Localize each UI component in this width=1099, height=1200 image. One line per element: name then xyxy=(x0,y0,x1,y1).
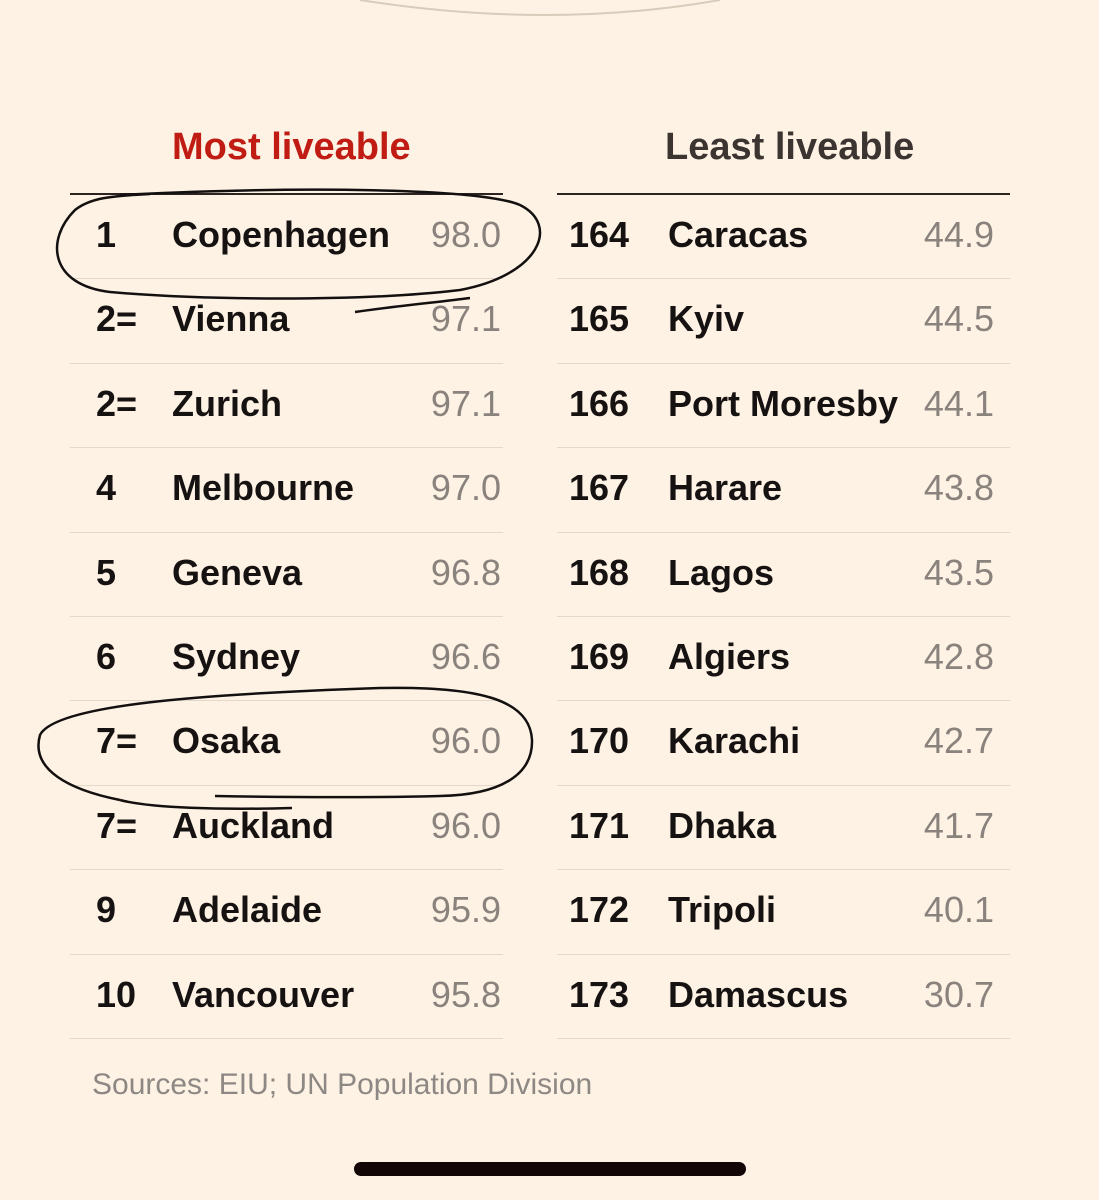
score-cell: 43.8 xyxy=(923,467,994,509)
city-cell: Karachi xyxy=(668,720,801,762)
city-cell: Tripoli xyxy=(668,889,776,931)
score-cell: 43.5 xyxy=(923,551,994,593)
rank-cell: 7= xyxy=(96,804,138,846)
city-cell: Damascus xyxy=(668,973,849,1015)
table-row: 166 Port Moresby 44.1 xyxy=(557,364,1010,449)
rank-cell: 168 xyxy=(569,551,630,593)
rank-cell: 7= xyxy=(96,720,138,762)
city-cell: Harare xyxy=(668,467,783,509)
rank-cell: 5 xyxy=(96,551,117,593)
table-row: 2= Vienna 97.1 xyxy=(70,279,503,364)
least-liveable-title: Least liveable xyxy=(557,120,1010,195)
rank-cell: 173 xyxy=(569,973,630,1015)
score-cell: 95.9 xyxy=(430,889,501,931)
table-row: 170 Karachi 42.7 xyxy=(557,701,1010,786)
rank-cell: 9 xyxy=(96,889,117,931)
table-row: 173 Damascus 30.7 xyxy=(557,955,1010,1039)
score-cell: 96.0 xyxy=(430,804,501,846)
score-cell: 42.8 xyxy=(923,635,994,677)
score-cell: 44.1 xyxy=(923,382,994,424)
most-liveable-title: Most liveable xyxy=(70,120,503,195)
rank-cell: 169 xyxy=(569,635,630,677)
rank-cell: 172 xyxy=(569,889,630,931)
score-cell: 97.1 xyxy=(430,382,501,424)
score-cell: 96.8 xyxy=(430,551,501,593)
table-row: 168 Lagos 43.5 xyxy=(557,533,1010,617)
city-cell: Lagos xyxy=(668,551,775,593)
score-cell: 97.1 xyxy=(430,298,501,340)
table-row: 7= Auckland 96.0 xyxy=(70,786,503,871)
city-cell: Sydney xyxy=(172,635,301,677)
rank-cell: 167 xyxy=(569,467,630,509)
table-row: 171 Dhaka 41.7 xyxy=(557,786,1010,871)
score-cell: 96.0 xyxy=(430,720,501,762)
table-row: 7= Osaka 96.0 xyxy=(70,701,503,786)
table-row: 5 Geneva 96.8 xyxy=(70,533,503,617)
city-cell: Geneva xyxy=(172,551,303,593)
table-row: 10 Vancouver 95.8 xyxy=(70,955,503,1039)
score-cell: 30.7 xyxy=(923,973,994,1015)
city-cell: Zurich xyxy=(172,382,283,424)
score-cell: 97.0 xyxy=(430,467,501,509)
rank-cell: 171 xyxy=(569,804,630,846)
rank-cell: 165 xyxy=(569,298,630,340)
table-row: 4 Melbourne 97.0 xyxy=(70,448,503,533)
city-cell: Port Moresby xyxy=(668,382,899,424)
city-cell: Melbourne xyxy=(172,467,355,509)
city-cell: Algiers xyxy=(668,635,791,677)
score-cell: 96.6 xyxy=(430,635,501,677)
rank-cell: 1 xyxy=(96,214,117,255)
city-cell: Caracas xyxy=(668,214,809,255)
table-row: 167 Harare 43.8 xyxy=(557,448,1010,533)
score-cell: 95.8 xyxy=(430,973,501,1015)
home-indicator[interactable] xyxy=(354,1162,746,1176)
city-cell: Vienna xyxy=(172,298,290,340)
rank-cell: 2= xyxy=(96,382,138,424)
city-cell: Osaka xyxy=(172,720,281,762)
city-cell: Vancouver xyxy=(172,973,355,1015)
table-row: 169 Algiers 42.8 xyxy=(557,617,1010,702)
least-liveable-rows: 164 Caracas 44.9 165 Kyiv 44.5 166 Port … xyxy=(557,195,1010,1039)
rank-cell: 2= xyxy=(96,298,138,340)
source-note: Sources: EIU; UN Population Division xyxy=(92,1068,593,1101)
least-liveable-table: Least liveable 164 Caracas 44.9 165 Kyiv… xyxy=(557,120,1010,1039)
decorative-arc xyxy=(359,0,721,16)
city-cell: Copenhagen xyxy=(172,214,391,255)
rank-cell: 6 xyxy=(96,635,117,677)
table-row: 9 Adelaide 95.9 xyxy=(70,870,503,955)
city-cell: Kyiv xyxy=(668,298,745,340)
rank-cell: 164 xyxy=(569,214,630,255)
table-row: 6 Sydney 96.6 xyxy=(70,617,503,702)
score-cell: 41.7 xyxy=(923,804,994,846)
most-liveable-table: Most liveable 1 Copenhagen 98.0 2= Vienn… xyxy=(70,120,503,1039)
rank-cell: 170 xyxy=(569,720,630,762)
most-liveable-rows: 1 Copenhagen 98.0 2= Vienna 97.1 2= Zuri… xyxy=(70,195,503,1039)
city-cell: Adelaide xyxy=(172,889,323,931)
rank-cell: 4 xyxy=(96,467,117,509)
city-cell: Dhaka xyxy=(668,804,777,846)
table-row: 172 Tripoli 40.1 xyxy=(557,870,1010,955)
table-row: 2= Zurich 97.1 xyxy=(70,364,503,449)
score-cell: 44.5 xyxy=(923,298,994,340)
rank-cell: 10 xyxy=(96,973,137,1015)
score-cell: 40.1 xyxy=(923,889,994,931)
score-cell: 42.7 xyxy=(923,720,994,762)
table-row: 1 Copenhagen 98.0 xyxy=(70,195,503,280)
rank-cell: 166 xyxy=(569,382,630,424)
table-row: 165 Kyiv 44.5 xyxy=(557,279,1010,364)
table-row: 164 Caracas 44.9 xyxy=(557,195,1010,280)
city-cell: Auckland xyxy=(172,804,335,846)
score-cell: 44.9 xyxy=(923,214,994,255)
score-cell: 98.0 xyxy=(430,214,501,255)
